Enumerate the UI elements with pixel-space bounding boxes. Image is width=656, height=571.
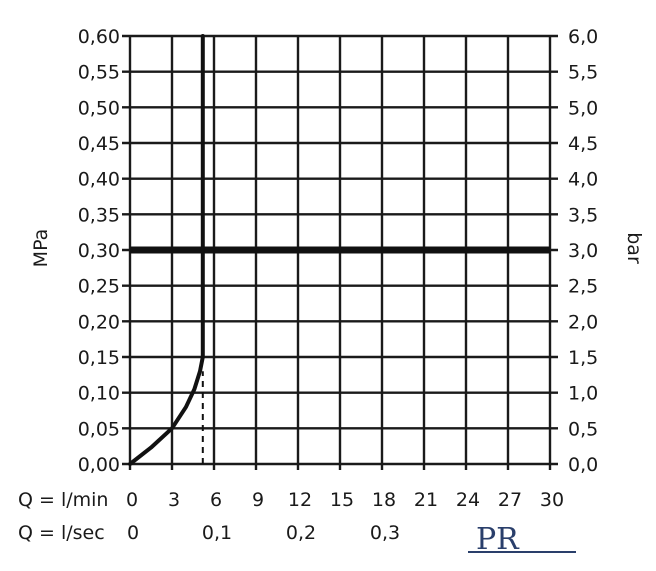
left-axis-label: MPa <box>30 229 52 268</box>
left-tick-label: 0,05 <box>78 418 120 440</box>
x-tick-label: 9 <box>252 489 264 511</box>
x-tick-label: 0 <box>127 522 139 544</box>
left-tick-label: 0,25 <box>78 276 120 298</box>
x-tick-label: 12 <box>288 489 312 511</box>
right-tick-label: 0,5 <box>568 418 598 440</box>
right-tick-label: 4,5 <box>568 133 598 155</box>
series-group <box>128 34 205 466</box>
x-tick-label: 6 <box>210 489 222 511</box>
right-tick-label: 6,0 <box>568 26 598 48</box>
x-row-label: Q = l/sec <box>18 522 105 544</box>
right-tick-label: 2,5 <box>568 276 598 298</box>
right-tick-label: 2,0 <box>568 311 598 333</box>
left-tick-label: 0,55 <box>78 62 120 84</box>
x-tick-label: 0 <box>126 489 138 511</box>
right-axis-label: bar <box>623 232 645 264</box>
left-axis-ticks: 0,00 0,05 0,10 0,15 0,20 0,25 0,30 0,35 0,40 0,45… <box>78 26 120 476</box>
right-tick-label: 1,0 <box>568 383 598 405</box>
reference-lines <box>130 246 550 464</box>
x-tick-label: 21 <box>414 489 438 511</box>
left-tick-label: 0,30 <box>78 240 120 262</box>
right-tick-label: 1,5 <box>568 347 598 369</box>
x-tick-label: 0,3 <box>370 522 400 544</box>
left-tick-label: 0,60 <box>78 26 120 48</box>
logo: PR <box>468 522 576 557</box>
x-tick-label: 0,1 <box>202 522 232 544</box>
left-tick-label: 0,20 <box>78 311 120 333</box>
right-tick-label: 3,5 <box>568 204 598 226</box>
x-axis-rows: Q = l/min 0 3 6 9 12 15 18 21 24 27 30 Q = l/sec 0 0,1… <box>18 489 564 544</box>
right-tick-label: 4,0 <box>568 169 598 191</box>
series-line-0 <box>128 34 205 466</box>
x-tick-label: 30 <box>540 489 564 511</box>
left-tick-label: 0,10 <box>78 383 120 405</box>
left-tick-label: 0,15 <box>78 347 120 369</box>
x-tick-label: 27 <box>498 489 522 511</box>
x-tick-label: 18 <box>372 489 396 511</box>
right-tick-label: 5,0 <box>568 97 598 119</box>
x-tick-label: 15 <box>330 489 354 511</box>
right-tick-label: 5,5 <box>568 62 598 84</box>
x-tick-label: 3 <box>168 489 180 511</box>
right-axis-ticks: 0,0 0,5 1,0 1,5 2,0 2,5 3,0 3,5 4,0 4,5 5,0 5,5 6,0 <box>568 26 598 476</box>
x-tick-label: 0,2 <box>286 522 316 544</box>
right-tick-label: 0,0 <box>568 454 598 476</box>
left-tick-label: 0,45 <box>78 133 120 155</box>
left-tick-label: 0,00 <box>78 454 120 476</box>
left-tick-label: 0,40 <box>78 169 120 191</box>
x-tick-label: 24 <box>456 489 480 511</box>
x-row-label: Q = l/min <box>18 489 108 511</box>
right-tick-label: 3,0 <box>568 240 598 262</box>
left-tick-label: 0,50 <box>78 97 120 119</box>
left-tick-label: 0,35 <box>78 204 120 226</box>
